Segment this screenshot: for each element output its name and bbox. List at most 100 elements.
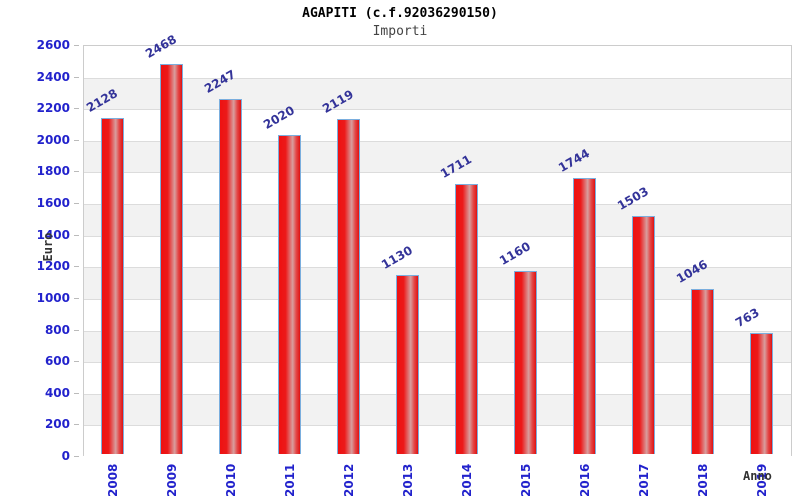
bar-value-label: 1046 [673,257,710,286]
plot-band [84,298,791,331]
y-tick-label: 1200 [36,259,70,274]
x-tick-label: 2018 [696,463,711,497]
x-category-column: 2009 [142,461,201,497]
y-tick-label: 0 [61,449,70,463]
bars-row: 2128 2468 2247 2020 2119 1130 1711 1160 1744 1503… [84,32,791,454]
gridline [84,298,791,300]
bar [690,289,714,454]
plot-band [84,204,791,236]
x-tick-label: 2012 [341,463,356,497]
plot-band [84,172,791,205]
gridline [84,235,791,237]
y-tick-label: 1600 [36,196,70,211]
bar-column-2017: 1503 [614,46,673,454]
gridline [84,267,791,269]
bar-column-2018: 1046 [673,46,732,454]
plot-band [84,330,791,363]
y-tick-mark [74,392,79,394]
gridline [84,172,791,174]
bar-column-2015: 1160 [496,46,555,454]
x-category-column: 2014 [437,461,496,497]
bar [101,118,125,454]
x-category-column: 2015 [497,461,556,497]
bar [572,178,596,454]
bar [278,135,302,454]
y-tick-label: 800 [44,322,70,337]
bar [631,216,655,454]
y-tick-mark [74,424,79,426]
y-tick-mark [74,361,79,363]
bar-value-label: 2119 [320,87,357,116]
x-category-column: 2012 [319,461,378,497]
y-tick-mark [74,234,79,236]
bar [337,119,361,454]
bar [219,99,243,454]
bar-value-label: 1130 [379,243,415,272]
y-tick-mark [74,329,79,331]
plot-band [84,362,791,394]
x-tick-label: 2014 [460,463,474,497]
bar [749,333,773,454]
y-tick-mark [74,45,79,46]
bar-column-2008: 2128 [84,46,143,454]
x-category-column: 2011 [260,461,319,497]
x-tick-label: 2015 [519,463,534,497]
x-tick-label: 2010 [223,463,238,497]
y-tick-mark [74,203,79,205]
x-tick-label: 2016 [578,463,593,497]
gridline [84,362,791,364]
bar [454,184,478,454]
x-category-column: 2008 [83,461,142,497]
y-tick-mark [74,171,79,173]
y-tick-label: 1400 [36,227,70,242]
gridline [84,204,791,206]
y-tick-label: 2200 [36,101,70,116]
y-tick-label: 2400 [36,69,70,84]
bar-value-label: 1711 [437,152,474,181]
bar-column-2009: 2468 [143,32,202,454]
y-tick-mark [74,297,79,299]
bar-column-2012: 2119 [320,46,379,454]
x-tick-label: 2008 [105,463,120,497]
x-category-column: 2016 [556,461,615,497]
bar-column-2016: 1744 [555,46,614,454]
y-axis-title: Euro [41,232,55,262]
y-tick-label: 2600 [36,38,70,52]
x-category-column: 2017 [615,461,674,497]
gridline [84,109,791,111]
x-tick-label: 2017 [637,463,652,497]
y-tick-mark [74,266,79,268]
bar-column-2010: 2247 [202,46,261,454]
plot-band [84,425,791,457]
bar-value-label: 2128 [84,86,121,115]
plot-band [84,109,791,141]
bar [160,64,184,454]
gridline [84,140,791,142]
bar-column-2019: 763 [732,46,791,454]
plot-band [84,235,791,268]
y-axis: 2600 2400 2200 2000 1800 1600 1400 1200 1000 800 6… [0,38,79,463]
bar [513,271,537,454]
x-axis: 2008 2009 2010 2011 2012 2013 2014 2015 2016 2017… [83,461,792,497]
bar-value-label: 763 [732,305,762,330]
y-tick-mark [74,108,79,110]
x-tick-label: 2009 [164,463,179,497]
plot-band [84,46,791,78]
y-tick-label: 600 [44,354,70,369]
x-category-column: 2010 [201,461,260,497]
bar-column-2014: 1711 [438,46,497,454]
y-tick-mark [74,76,79,78]
gridline [84,77,791,79]
bar-column-2013: 1130 [379,46,438,454]
y-tick-label: 1800 [36,164,70,179]
y-tick-mark [74,139,79,141]
chart-subtitle: Importi [372,24,428,39]
y-tick-label: 1000 [36,290,70,305]
bar-value-label: 2247 [202,67,239,96]
gridline [84,393,791,395]
bar [396,275,420,454]
gridline [84,330,791,332]
bar-value-label: 2020 [261,103,298,132]
x-category-column: 2013 [378,461,437,497]
